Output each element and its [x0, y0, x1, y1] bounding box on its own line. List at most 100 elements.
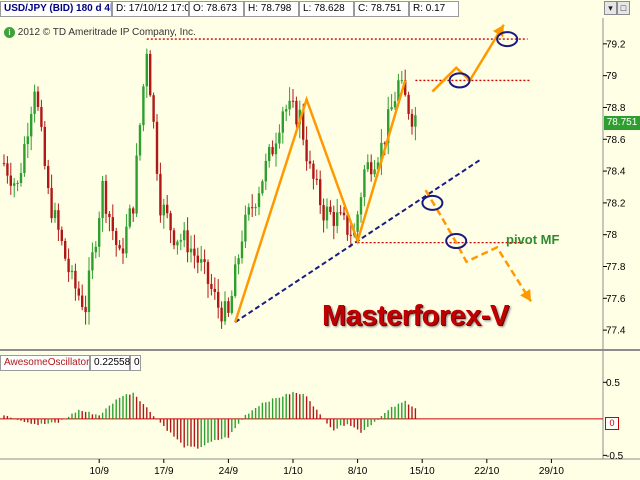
candle-body [268, 146, 271, 161]
info-icon[interactable]: i [4, 27, 15, 38]
osc-bar [288, 394, 291, 419]
window-menu-button[interactable]: ▾ [604, 1, 617, 15]
osc-bar [299, 394, 301, 419]
osc-bar [166, 418, 168, 431]
candle-body [370, 162, 373, 175]
osc-bar [40, 418, 43, 424]
osc-bar [112, 403, 114, 419]
candle-body [319, 179, 322, 206]
osc-bar [265, 402, 267, 419]
osc-bar [186, 418, 189, 446]
candle-body [2, 163, 6, 165]
candle-body [70, 270, 74, 273]
open-label: O: 78.673 [189, 1, 244, 17]
candle-body [281, 111, 284, 133]
candle-body [33, 91, 36, 114]
osc-bar [139, 401, 141, 419]
osc-bar [346, 418, 349, 425]
candle-body [251, 207, 254, 209]
osc-bar [54, 418, 56, 423]
osc-bar [373, 418, 376, 422]
candle-body [57, 210, 60, 230]
osc-bar [71, 413, 73, 419]
price-tick-label: 78.2 [606, 198, 626, 209]
watermark-text: Masterforex-V [322, 300, 509, 332]
osc-bar [411, 406, 413, 419]
candle-body [138, 125, 142, 156]
osc-bar [407, 404, 410, 419]
candle-body [240, 241, 244, 259]
candle-body [390, 107, 393, 110]
osc-bar [115, 399, 117, 419]
candle-body [87, 270, 91, 313]
candle-body [227, 301, 230, 313]
osc-bar [234, 418, 236, 429]
candle-body [166, 204, 169, 214]
osc-bar [350, 418, 352, 426]
osc-bar [292, 392, 294, 419]
candle-body [152, 95, 155, 122]
candle-body [108, 213, 111, 218]
osc-bar [163, 418, 165, 427]
candle-body [247, 207, 250, 215]
osc-bar [258, 406, 260, 419]
osc-bar [20, 418, 22, 421]
window-maximize-button[interactable]: □ [617, 1, 630, 15]
osc-bar [78, 409, 80, 419]
osc-bar [23, 418, 26, 423]
candle-body [230, 295, 233, 313]
price-tick-label: 77.6 [606, 294, 626, 305]
candle-body [257, 193, 261, 208]
osc-bar [91, 414, 94, 419]
candle-body [189, 248, 193, 253]
candle-body [336, 212, 339, 226]
osc-bar [169, 418, 172, 433]
osc-bar [397, 403, 400, 419]
osc-bar [152, 416, 155, 419]
candle-body [26, 136, 29, 145]
osc-bar [295, 392, 298, 419]
osc-bar [319, 414, 321, 419]
osc-bar [30, 418, 32, 424]
osc-bar [387, 410, 389, 419]
candle-body [322, 205, 325, 221]
candle-body [213, 288, 216, 292]
osc-bar [44, 418, 46, 425]
osc-bar [200, 418, 202, 448]
osc-bar [203, 418, 206, 446]
candle-body [36, 91, 40, 108]
candle-body [237, 258, 240, 265]
osc-bar [13, 418, 15, 420]
osc-bar [278, 397, 281, 419]
osc-bar [183, 418, 185, 448]
osc-zero-tag: 0 [605, 417, 619, 430]
price-tick-label: 79.2 [606, 39, 626, 50]
candle-body [206, 261, 210, 284]
osc-bar [88, 411, 90, 419]
osc-bar [217, 418, 219, 441]
candle-body [50, 187, 53, 219]
date-tick-label: 1/10 [283, 466, 303, 477]
osc-bar [282, 396, 284, 419]
osc-bar [125, 394, 128, 419]
candle-body [94, 246, 97, 253]
candle-body [84, 306, 87, 313]
osc-bar [149, 411, 151, 419]
candle-body [135, 155, 138, 214]
copyright-row: i 2012 © TD Ameritrade IP Company, Inc. [4, 27, 196, 38]
osc-bar [74, 412, 77, 419]
candle-body [285, 109, 288, 112]
candle-body [387, 109, 390, 143]
candle-body [118, 245, 121, 249]
candle-body [193, 248, 196, 256]
osc-bar [27, 418, 29, 423]
date-tick-label: 17/9 [154, 466, 174, 477]
candle-body [244, 214, 247, 242]
osc-bar [401, 402, 403, 419]
candle-body [315, 178, 318, 180]
candle-body [77, 288, 80, 296]
osc-bar [343, 418, 345, 426]
high-label: H: 78.798 [244, 1, 299, 17]
candle-body [101, 180, 104, 219]
osc-bar [322, 418, 325, 420]
